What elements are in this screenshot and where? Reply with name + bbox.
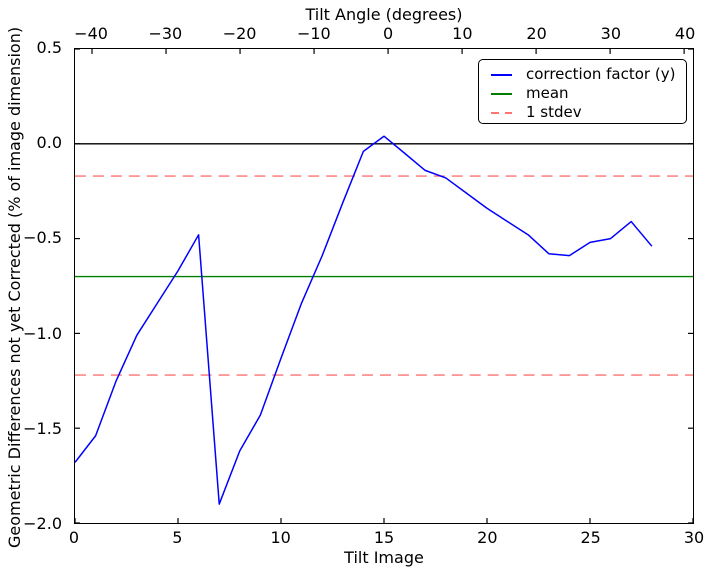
x-axis-label: Tilt Image — [344, 548, 424, 567]
tick-label: 10 — [452, 24, 473, 43]
tick-label: 0 — [382, 24, 394, 43]
tick-label: 40 — [674, 24, 696, 43]
tick-label: 20 — [477, 528, 498, 547]
tick-label: −10 — [296, 24, 331, 43]
tick-label: −2.0 — [23, 514, 62, 533]
tick-label: 30 — [600, 24, 622, 43]
legend-entry-mean: mean — [479, 84, 686, 103]
series-correction-factor-y- — [75, 135, 653, 505]
tick-label: 30 — [683, 528, 705, 547]
tick-label: −20 — [222, 24, 257, 43]
tick-label: 10 — [270, 528, 291, 547]
tick-label: −1.5 — [23, 418, 62, 438]
legend-line-sample-green — [491, 92, 512, 95]
tick-label: 0.5 — [36, 38, 62, 57]
legend-line-sample-blue — [491, 73, 512, 76]
tick-label: 15 — [373, 528, 395, 547]
y-axis-tick-labels: 0.5 0.0 −0.5 −1.0 −1.5 −2.0 — [0, 0, 68, 579]
tick-label: 20 — [526, 24, 547, 43]
legend-label: correction factor (y) — [526, 65, 676, 83]
tick-label: −1.0 — [23, 323, 62, 343]
tick-label: 0.0 — [36, 133, 62, 153]
legend-line-sample-red-dashed — [491, 111, 512, 114]
legend-label: mean — [526, 84, 569, 102]
legend-entry-correction-factor: correction factor (y) — [479, 65, 686, 84]
legend: correction factor (y) mean 1 stdev — [478, 59, 687, 124]
plot-canvas — [75, 49, 693, 523]
tick-label: −40 — [74, 24, 108, 43]
legend-label: 1 stdev — [526, 103, 582, 121]
plot-area: correction factor (y) mean 1 stdev — [74, 48, 694, 524]
tick-label: 5 — [172, 528, 183, 547]
tick-label: −30 — [148, 24, 183, 43]
tick-label: 0 — [68, 528, 80, 547]
tick-label: −0.5 — [23, 228, 62, 248]
top-axis-label: Tilt Angle (degrees) — [305, 5, 463, 24]
legend-entry-stdev: 1 stdev — [479, 103, 686, 122]
tick-label: 25 — [580, 528, 601, 547]
